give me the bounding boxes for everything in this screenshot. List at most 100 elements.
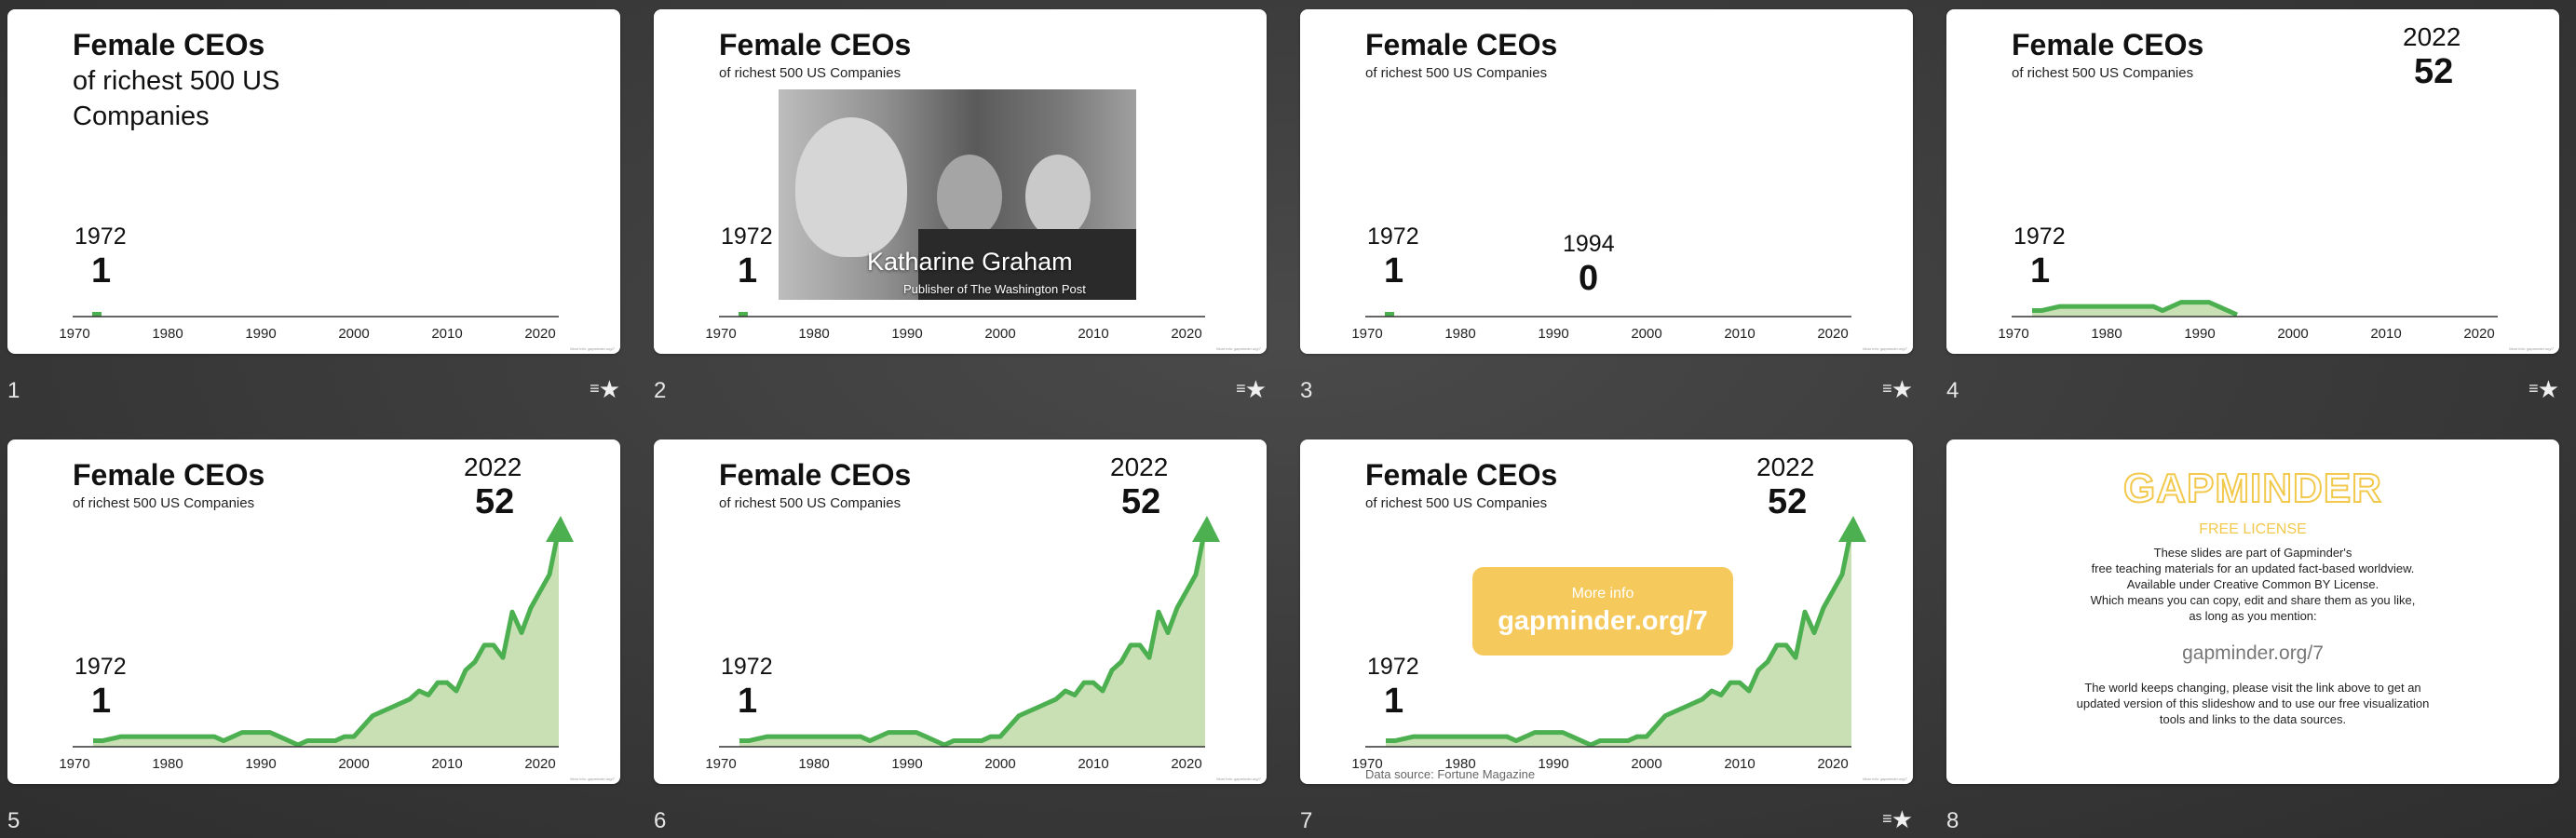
series-line [1386,528,1854,748]
chart-svg: 1970 1980 1990 2000 2010 2020 [1998,300,2498,342]
slide-subtitle: of richest 500 US Companies [2012,65,2194,81]
license-line: updated version of this slideshow and to… [2076,696,2430,710]
end-value-label: 52 [2414,52,2454,91]
slide-canvas[interactable]: Female CEOs of richest 500 US Companies 19… [654,9,1267,354]
chart-area [739,529,1205,747]
x-tick-label: 2000 [338,756,369,772]
slide-number: 1 [7,378,20,403]
x-tick-label: 1980 [152,756,183,772]
slide-thumb-5[interactable]: Female CEOs of richest 500 US Companies 19… [7,439,620,838]
start-year-label: 1972 [1367,654,1419,680]
x-tick-label: 2020 [524,756,555,772]
credit-text: More info: gapminder.org/7 [1216,777,1261,781]
chart-area [1386,529,1851,747]
slide-number: 8 [1946,808,1959,833]
start-year-label: 1972 [721,223,773,250]
slide-title: Female CEOs [719,28,912,61]
slide-thumb-6[interactable]: Female CEOs of richest 500 US Companies 19… [654,439,1267,838]
chart-area [93,529,559,747]
x-tick-label: 1980 [798,756,829,772]
license-line: as long as you mention: [2189,609,2317,623]
slide-thumb-2[interactable]: Female CEOs of richest 500 US Companies 19… [654,9,1267,408]
slide-canvas[interactable]: Female CEOs of richest 500 US Companies 19… [1300,9,1913,354]
start-value-label: 1 [738,251,758,291]
slide-canvas[interactable]: Female CEOs of richest 500 US Companies 19… [654,439,1267,784]
star-list-icon[interactable]: ≡★ [1882,805,1913,833]
slide-thumb-1[interactable]: Female CEOs of richest 500 US Companies 19… [7,9,620,408]
slide-number: 7 [1300,808,1313,833]
x-tick-label: 2000 [984,756,1015,772]
license-text: These slides are part of Gapminder's free… [2021,545,2485,624]
photo-caption-role: Publisher of The Washington Post [903,282,1086,296]
arrow-head [1192,516,1220,542]
x-tick-label: 2000 [984,326,1015,342]
slide-thumb-3[interactable]: Female CEOs of richest 500 US Companies 19… [1300,9,1913,408]
slide-number: 3 [1300,378,1313,403]
license-link[interactable]: gapminder.org/7 [2182,642,2324,664]
slide-canvas[interactable]: Female CEOs of richest 500 US Companies 19… [1300,439,1913,784]
data-bar-1972 [1385,312,1394,317]
more-info-button[interactable]: More info gapminder.org/7 [1472,567,1733,656]
x-tick-label: 2010 [1078,756,1108,772]
x-tick-label: 1980 [1444,326,1475,342]
photo-caption-name: Katharine Graham [867,248,1073,276]
x-tick-label: 1980 [1444,756,1475,772]
x-tick-label: 2000 [338,326,369,342]
slide-subtitle: of richest 500 US Companies [1365,495,1548,511]
x-tick-label: 1970 [59,756,89,772]
slide-title: Female CEOs [1365,458,1558,492]
chart-svg: 1970 1980 1990 2000 2010 2020 [705,516,1220,772]
slide-canvas[interactable]: Female CEOs of richest 500 US Companies 19… [7,439,620,784]
x-tick-label: 1990 [2184,326,2215,342]
slide-canvas[interactable]: Female CEOs of richest 500 US Companies 19… [1946,9,2559,354]
x-tick-label: 1990 [891,326,922,342]
star-list-icon[interactable]: ≡★ [1236,375,1267,403]
x-tick-label: 2010 [2370,326,2401,342]
star-list-icon[interactable]: ≡★ [1882,375,1913,403]
x-tick-label: 1970 [1351,326,1382,342]
star-list-icon[interactable]: ≡★ [2529,375,2559,403]
x-tick-label: 2000 [1631,756,1661,772]
credit-text: More info: gapminder.org/7 [1863,346,1907,351]
x-tick-label: 2000 [2277,326,2308,342]
x-tick-label: 2010 [431,326,462,342]
slide-thumb-8[interactable]: GAPMINDER FREE LICENSE These slides are pa… [1946,439,2559,838]
chart-svg: 1970 1980 1990 2000 2010 2020 [1351,312,1851,342]
start-value-label: 1 [91,682,112,721]
slide-thumb-4[interactable]: Female CEOs of richest 500 US Companies 19… [1946,9,2559,408]
license-line: The world keeps changing, please visit t… [2084,681,2421,695]
start-year-label: 1972 [721,654,773,680]
slide-subtitle: of richest 500 US Companies [719,495,902,511]
end-year-label: 2022 [2403,22,2461,51]
x-tick-label: 1990 [245,756,276,772]
x-tick-label: 2010 [1724,756,1755,772]
x-tick-label: 1970 [1351,756,1382,772]
end-year-label: 2022 [1110,453,1169,481]
gapminder-logo: GAPMINDER [2122,465,2382,512]
x-tick-label: 2010 [1078,326,1108,342]
license-line: free teaching materials for an updated f… [2091,561,2415,575]
x-tick-label: 1990 [1538,326,1568,342]
x-tick-label: 1980 [798,326,829,342]
more-info-url: gapminder.org/7 [1498,606,1708,636]
arrow-head [1838,516,1866,542]
chart-svg: 1970 1980 1990 2000 2010 2020 [705,312,1205,342]
mid-value-label: 0 [1579,259,1599,298]
slide-canvas[interactable]: Female CEOs of richest 500 US Companies 19… [7,9,620,354]
x-tick-label: 2020 [2463,326,2494,342]
license-text-2: The world keeps changing, please visit t… [2040,680,2466,727]
x-tick-label: 1990 [245,326,276,342]
end-value-label: 52 [1121,482,1161,521]
chart-svg: 1970 1980 1990 2000 2010 2020 [1351,516,1866,772]
end-value-label: 52 [475,482,515,521]
data-bar-1972 [739,312,748,317]
slide-number: 6 [654,808,667,833]
star-list-icon[interactable]: ≡★ [590,375,620,403]
slide-title: Female CEOs [2012,28,2204,61]
slide-number: 2 [654,378,667,403]
start-value-label: 1 [91,251,112,291]
slide-canvas[interactable]: GAPMINDER FREE LICENSE These slides are pa… [1946,439,2559,784]
slide-thumb-7[interactable]: Female CEOs of richest 500 US Companies 19… [1300,439,1913,838]
x-tick-label: 1980 [2091,326,2122,342]
start-year-label: 1972 [2013,223,2066,250]
